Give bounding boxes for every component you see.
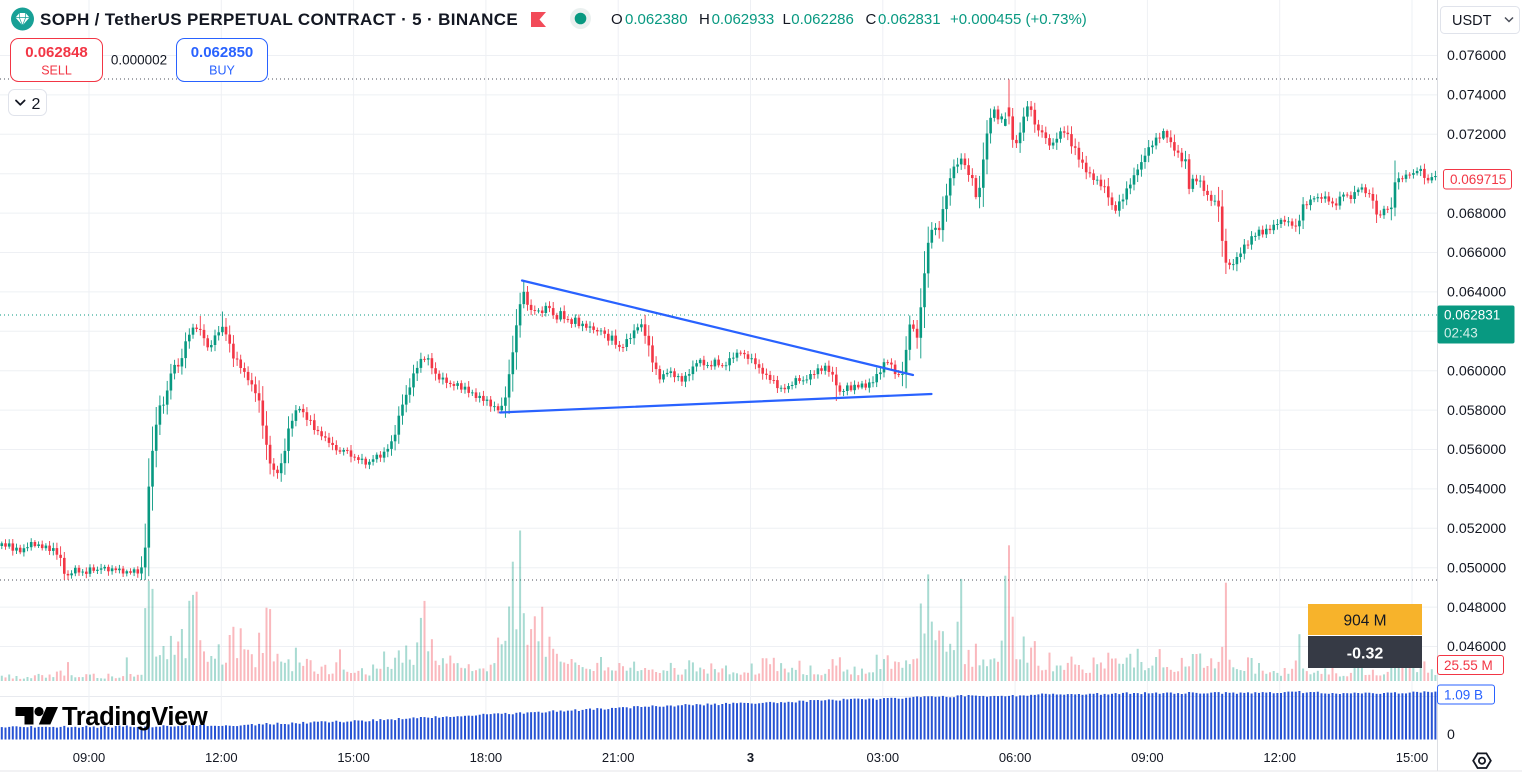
svg-text:BUY: BUY [209,64,235,78]
svg-text:3: 3 [747,750,754,765]
svg-text:0.062380: 0.062380 [625,11,688,28]
svg-text:06:00: 06:00 [999,750,1032,765]
svg-text:2: 2 [32,96,41,113]
svg-text:C: C [866,11,877,28]
svg-text:0: 0 [1447,727,1455,743]
svg-text:0.046000: 0.046000 [1447,639,1506,655]
svg-text:0.058000: 0.058000 [1447,403,1506,419]
svg-text:0.066000: 0.066000 [1447,245,1506,261]
svg-text:0.062848: 0.062848 [25,44,88,61]
svg-text:0.062850: 0.062850 [191,44,254,61]
svg-text:SOPH / TetherUS PERPETUAL CONT: SOPH / TetherUS PERPETUAL CONTRACT · 5 ·… [40,10,518,29]
svg-text:0.062831: 0.062831 [1444,308,1500,323]
svg-text:0.064000: 0.064000 [1447,285,1506,301]
svg-text:O: O [611,11,623,28]
svg-text:0.072000: 0.072000 [1447,127,1506,143]
svg-text:09:00: 09:00 [73,750,106,765]
svg-text:1.09 B: 1.09 B [1444,687,1483,702]
svg-text:0.000002: 0.000002 [111,53,167,68]
svg-text:0.076000: 0.076000 [1447,48,1506,64]
svg-text:09:00: 09:00 [1131,750,1164,765]
svg-text:12:00: 12:00 [1263,750,1296,765]
svg-text:H: H [699,11,710,28]
svg-text:0.050000: 0.050000 [1447,560,1506,576]
svg-text:0.069715: 0.069715 [1450,172,1506,187]
svg-text:0.062933: 0.062933 [712,11,775,28]
svg-text:0.062286: 0.062286 [791,11,854,28]
svg-text:TradingView: TradingView [62,703,208,731]
svg-text:21:00: 21:00 [602,750,635,765]
svg-text:03:00: 03:00 [867,750,900,765]
svg-text:USDT: USDT [1452,13,1492,29]
svg-text:0.068000: 0.068000 [1447,206,1506,222]
svg-text:18:00: 18:00 [470,750,503,765]
svg-text:12:00: 12:00 [205,750,238,765]
svg-text:0.062831: 0.062831 [878,11,941,28]
svg-text:904 M: 904 M [1343,613,1386,630]
svg-text:25.55 M: 25.55 M [1444,658,1493,673]
svg-text:0.074000: 0.074000 [1447,88,1506,104]
svg-text:0.060000: 0.060000 [1447,363,1506,379]
svg-text:0.048000: 0.048000 [1447,600,1506,616]
svg-text:15:00: 15:00 [337,750,370,765]
svg-text:SELL: SELL [41,64,72,78]
svg-text:15:00: 15:00 [1396,750,1429,765]
svg-text:0.054000: 0.054000 [1447,482,1506,498]
svg-text:0.052000: 0.052000 [1447,521,1506,537]
svg-text:0.056000: 0.056000 [1447,442,1506,458]
svg-text:L: L [783,11,791,28]
svg-text:-0.32: -0.32 [1347,646,1384,663]
svg-text:+0.000455 (+0.73%): +0.000455 (+0.73%) [950,11,1087,28]
svg-text:02:43: 02:43 [1444,326,1478,341]
